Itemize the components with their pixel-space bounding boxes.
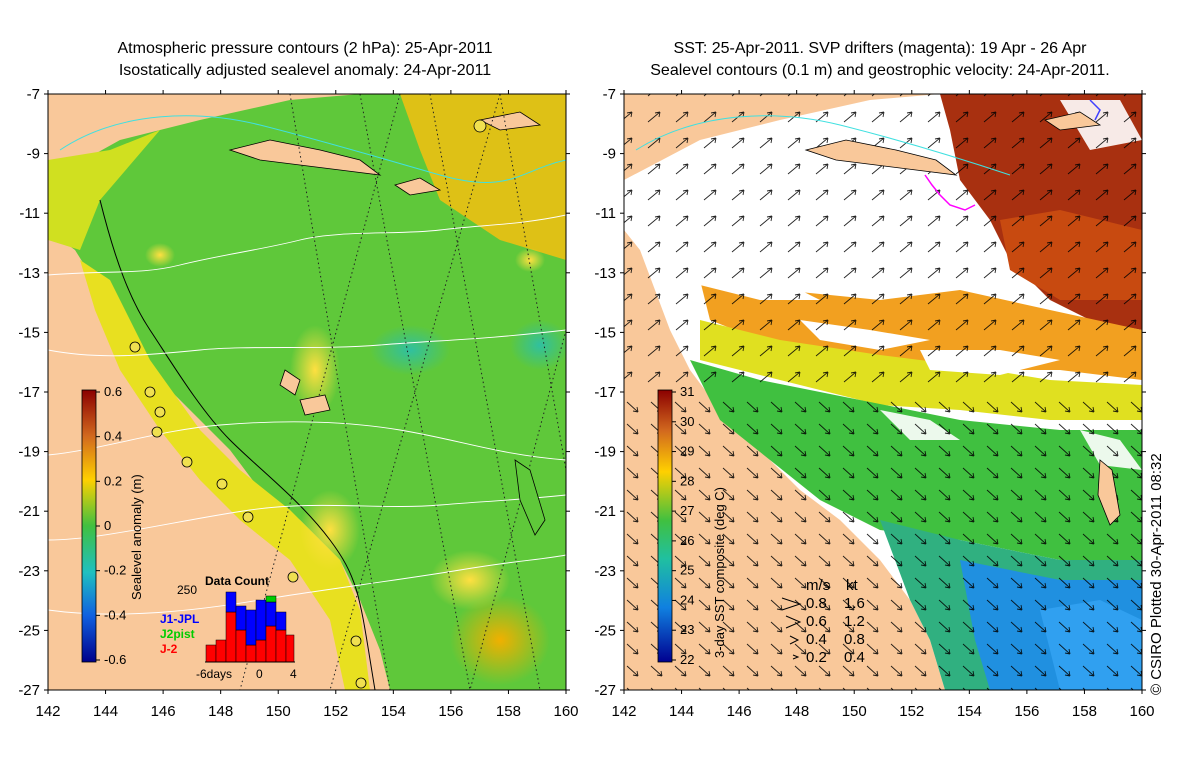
velocity-key-ms-1: 0.6 (806, 613, 827, 630)
velocity-key: m/s kt 0.8 1.6 0.6 1.2 0.4 0.8 0.2 0.4 (781, 577, 865, 666)
left-colorbar-tick: 0.6 (104, 384, 122, 399)
right-x-tick-label: 158 (1072, 703, 1097, 720)
right-x-tick-label: 156 (1014, 703, 1039, 720)
right-x-tick-label: 144 (669, 703, 694, 720)
right-colorbar-tick: 28 (680, 473, 694, 488)
legend-j-2: J-2 (160, 642, 178, 656)
left-y-tick-label: -9 (27, 146, 40, 163)
velocity-key-kt-0: 1.6 (844, 595, 865, 612)
left-title-line1: Atmospheric pressure contours (2 hPa): 2… (117, 40, 493, 57)
right-y-tick-label: -27 (594, 682, 616, 699)
right-colorbar-tick: 30 (680, 414, 694, 429)
left-x-tick-label: 156 (438, 703, 463, 720)
right-x-tick-label: 154 (957, 703, 982, 720)
left-y-tick-label: -15 (18, 324, 40, 341)
velocity-key-ms-0: 0.8 (806, 595, 827, 612)
left-x-tick-label: 146 (151, 703, 176, 720)
right-x-tick-label: 160 (1129, 703, 1154, 720)
left-y-tick-label: -13 (18, 265, 40, 282)
left-x-tick-label: 144 (93, 703, 118, 720)
left-colorbar-label: Sealevel anomaly (m) (129, 474, 144, 600)
data-count-x-label-end: 4 (290, 667, 297, 681)
right-colorbar-tick: 23 (680, 622, 694, 637)
left-colorbar-tick: 0.4 (104, 429, 122, 444)
right-title-line2: Sealevel contours (0.1 m) and geostrophi… (650, 62, 1110, 79)
left-colorbar-tick: -0.2 (104, 563, 126, 578)
right-colorbar-label: 3-day SST composite (deg C) (712, 487, 727, 658)
data-count-ymax: 250 (177, 583, 197, 597)
left-colorbar-tick: -0.6 (104, 652, 126, 667)
velocity-key-kt-3: 0.4 (844, 649, 865, 666)
velocity-key-kt-2: 0.8 (844, 631, 865, 648)
data-count-inset: Data Count 250 -6days 0 4 J1-JPL J2pist (160, 574, 297, 681)
right-x-tick-label: 146 (727, 703, 752, 720)
right-y-tick-label: -21 (594, 503, 616, 520)
data-count-title: Data Count (205, 574, 269, 588)
left-y-tick-label: -23 (18, 563, 40, 580)
left-colorbar-tick: 0 (104, 518, 111, 533)
left-x-tick-label: 148 (208, 703, 233, 720)
left-colorbar: 0.6 0.4 0.2 0 -0.2 -0.4 -0.6 Sealevel anomaly … (81, 384, 144, 667)
left-title-line2: Isostatically adjusted sealevel anomaly:… (118, 62, 492, 79)
left-axes: -7 -9 -11 -13 -15 -17 -19 -21 -23 -25 -27 142 144 146… (18, 86, 578, 720)
left-y-tick-label: -17 (18, 384, 40, 401)
right-y-tick-label: -19 (594, 444, 616, 461)
left-y-tick-label: -11 (19, 205, 40, 222)
right-colorbar: 31 30 29 28 27 26 25 24 23 22 3-day SST composite… (657, 384, 727, 667)
right-x-tick-label: 142 (611, 703, 636, 720)
left-x-tick-label: 154 (381, 703, 406, 720)
data-count-x-label-start: -6days (196, 667, 232, 681)
legend-j1-jpl: J1-JPL (160, 612, 199, 626)
right-colorbar-tick: 22 (680, 652, 694, 667)
left-colorbar-tick: 0.2 (104, 473, 122, 488)
right-axes: -7 -9 -11 -13 -15 -17 -19 -21 -23 -25 -27 142 144 146… (594, 86, 1154, 720)
right-y-tick-label: -13 (594, 265, 616, 282)
velocity-key-ms-2: 0.4 (806, 631, 827, 648)
right-map (624, 94, 1142, 690)
right-y-tick-label: -23 (594, 563, 616, 580)
right-colorbar-tick: 25 (680, 563, 694, 578)
velocity-key-ms-3: 0.2 (806, 649, 827, 666)
right-y-tick-label: -11 (595, 205, 616, 222)
right-y-tick-label: -25 (594, 622, 616, 639)
right-y-tick-label: -9 (603, 146, 616, 163)
left-map (48, 94, 566, 690)
right-colorbar-tick: 29 (680, 444, 694, 459)
velocity-key-header-kt: kt (846, 577, 859, 594)
left-x-tick-label: 152 (323, 703, 348, 720)
left-y-tick-label: -7 (27, 86, 40, 103)
right-x-tick-label: 152 (899, 703, 924, 720)
right-title-line1: SST: 25-Apr-2011. SVP drifters (magenta)… (673, 40, 1087, 57)
right-colorbar-tick: 24 (680, 592, 694, 607)
left-y-tick-label: -21 (18, 503, 40, 520)
data-count-x-label-zero: 0 (256, 667, 263, 681)
right-x-tick-label: 148 (784, 703, 809, 720)
left-x-tick-label: 150 (266, 703, 291, 720)
left-x-tick-label: 158 (496, 703, 521, 720)
left-colorbar-tick: -0.4 (104, 607, 126, 622)
left-y-tick-label: -27 (18, 682, 40, 699)
right-y-tick-label: -15 (594, 324, 616, 341)
right-y-tick-label: -17 (594, 384, 616, 401)
right-y-tick-label: -7 (603, 86, 616, 103)
velocity-key-kt-1: 1.2 (844, 613, 865, 630)
right-colorbar-tick: 27 (680, 503, 694, 518)
velocity-key-header-ms: m/s (806, 577, 830, 594)
right-colorbar-tick: 31 (680, 384, 694, 399)
left-x-tick-label: 142 (35, 703, 60, 720)
left-y-tick-label: -19 (18, 444, 40, 461)
left-y-tick-label: -25 (18, 622, 40, 639)
copyright-notice: © CSIRO Plotted 30-Apr-2011 08:32 (1148, 453, 1165, 695)
right-colorbar-tick: 26 (680, 533, 694, 548)
left-x-tick-label: 160 (553, 703, 578, 720)
right-x-tick-label: 150 (842, 703, 867, 720)
legend-j2pist: J2pist (160, 627, 195, 641)
